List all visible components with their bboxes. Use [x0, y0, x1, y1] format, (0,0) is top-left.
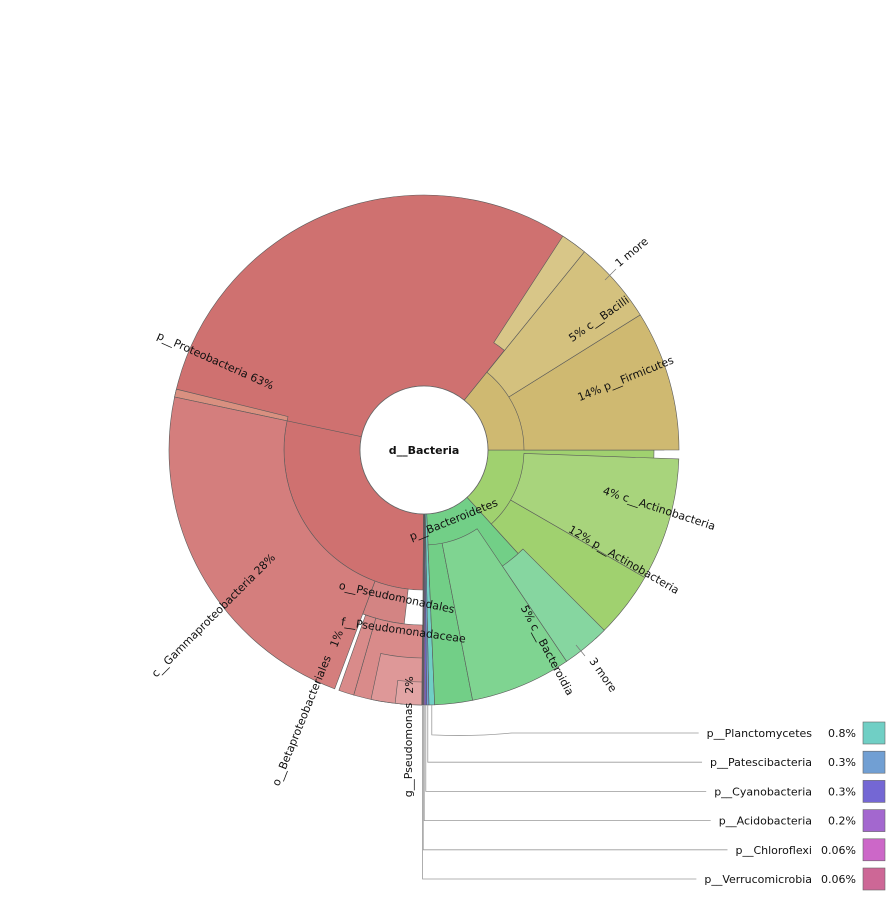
legend-label-p-patescibacteria: p__Patescibacteria: [710, 756, 812, 769]
legend-pct-p-chloroflexi: 0.06%: [821, 844, 856, 857]
legend-leader-p-cyanobacteria: [425, 704, 707, 792]
leader-line-layer: [422, 268, 728, 880]
legend-pct-p-verrucomicrobia: 0.06%: [821, 873, 856, 886]
leader-1-more: [604, 268, 617, 281]
legend-swatch-p-verrucomicrobia: [862, 867, 886, 891]
wedge-class-c-actinobacteria: [510, 453, 680, 578]
legend-pct-p-acidobacteria: 0.2%: [828, 815, 856, 828]
legend-leader-p-verrucomicrobia: [422, 704, 697, 880]
legend-label-p-acidobacteria: p__Acidobacteria: [719, 815, 812, 828]
center-layer: d__Bacteria: [359, 385, 489, 515]
legend-pct-p-planctomycetes: 0.8%: [828, 727, 856, 740]
label-g-pseudomonas-pct: 2%: [403, 676, 416, 693]
legend-leader-p-planctomycetes: [431, 704, 699, 736]
wedge-class-c-bacilli: [486, 251, 641, 398]
wedge-genus-g-pseudomonas: [394, 680, 423, 706]
legend-leader-p-patescibacteria: [427, 704, 703, 763]
legend-leader-p-chloroflexi: [422, 704, 728, 851]
legend-label-p-cyanobacteria: p__Cyanobacteria: [714, 785, 812, 798]
wedge-phylum-proteobacteria-sliver: [174, 388, 289, 422]
legend-label-p-chloroflexi: p__Chloroflexi: [735, 844, 812, 857]
label-g-pseudomonas: g__Pseudomonas: [402, 702, 415, 797]
legend-leader-p-acidobacteria: [423, 705, 711, 821]
center-label: d__Bacteria: [389, 444, 460, 457]
legend-pct-p-cyanobacteria: 0.3%: [828, 785, 856, 798]
legend: 0.8% p__Planctomycetes 0.3% p__Patescibacte…: [704, 721, 886, 891]
legend-label-p-planctomycetes: p__Planctomycetes: [707, 727, 813, 740]
wedge-class-c-bacteroidia: [441, 528, 568, 701]
wedge-phylum-firmicutes-rim: [508, 314, 680, 451]
label-o-betaproteobacteriales-pct: 1%: [327, 628, 346, 649]
center-circle: [359, 385, 489, 515]
leader-3-more: [575, 644, 586, 657]
label-1-more: 1 more: [613, 235, 651, 270]
legend-swatch-p-cyanobacteria: [862, 780, 886, 803]
wedge-order-o-betaproteobacteriales: [338, 614, 377, 696]
label-3-more: 3 more: [586, 655, 619, 695]
legend-swatch-p-patescibacteria: [862, 750, 886, 774]
wedge-class-c-gammaproteobacteria: [168, 396, 376, 690]
legend-swatch-p-planctomycetes: [862, 721, 886, 745]
legend-label-p-verrucomicrobia: p__Verrucomicrobia: [704, 873, 812, 886]
legend-pct-p-patescibacteria: 0.3%: [828, 756, 856, 769]
wedge-phylum-bacteroidetes-rim: [427, 542, 474, 706]
wedge-layer: [168, 194, 680, 706]
legend-swatch-p-acidobacteria: [862, 809, 886, 832]
legend-swatch-p-chloroflexi: [862, 838, 886, 862]
